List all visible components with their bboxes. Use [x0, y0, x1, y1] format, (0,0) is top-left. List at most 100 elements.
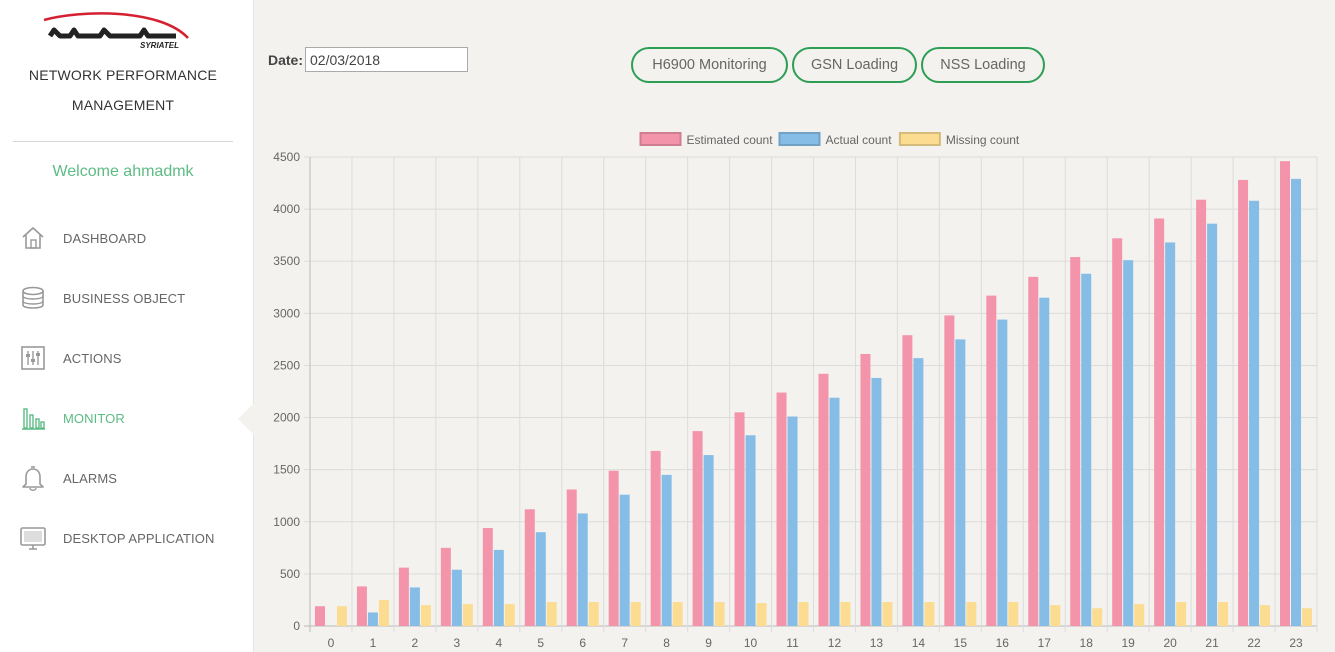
- x-tick-label: 13: [870, 636, 884, 650]
- x-tick-label: 14: [912, 636, 926, 650]
- bar-actual-count: [409, 587, 420, 626]
- legend-label: Estimated count: [687, 133, 774, 147]
- bar-missing-count: [798, 602, 809, 626]
- bar-missing-count: [840, 602, 851, 626]
- bar-missing-count: [1134, 604, 1145, 626]
- bar-actual-count: [997, 319, 1008, 626]
- bar-actual-count: [1039, 297, 1050, 626]
- bar-missing-count: [462, 604, 473, 626]
- bar-actual-count: [1249, 200, 1260, 627]
- sidebar-item-business-object[interactable]: BUSINESS OBJECT: [0, 268, 253, 328]
- bar-actual-count: [871, 377, 882, 626]
- x-tick-label: 4: [495, 636, 502, 650]
- bar-missing-count: [588, 602, 599, 626]
- y-tick-label: 4000: [273, 202, 300, 216]
- bar-estimated-count: [314, 606, 325, 626]
- y-tick-label: 1000: [273, 515, 300, 529]
- sidebar-item-alarms[interactable]: ALARMS: [0, 448, 253, 508]
- x-tick-label: 17: [1038, 636, 1052, 650]
- bar-estimated-count: [482, 528, 493, 626]
- y-tick-label: 1500: [273, 463, 300, 477]
- x-tick-label: 19: [1122, 636, 1136, 650]
- x-tick-label: 16: [996, 636, 1010, 650]
- bar-missing-count: [1176, 602, 1187, 626]
- bar-estimated-count: [1196, 199, 1207, 626]
- bar-missing-count: [672, 602, 683, 626]
- h6900-monitoring-button[interactable]: H6900 Monitoring: [631, 47, 788, 83]
- bar-missing-count: [378, 599, 389, 626]
- sidebar-item-actions[interactable]: ACTIONS: [0, 328, 253, 388]
- bar-actual-count: [745, 435, 756, 626]
- sidebar-item-label: ALARMS: [63, 470, 118, 486]
- bar-actual-count: [1081, 273, 1092, 626]
- sidebar: SYRIATEL NETWORK PERFORMANCE MANAGEMENT …: [0, 0, 254, 652]
- y-tick-label: 2500: [273, 358, 300, 372]
- bar-estimated-count: [356, 586, 367, 626]
- app-title: NETWORK PERFORMANCE MANAGEMENT: [0, 60, 246, 120]
- bar-missing-count: [966, 602, 977, 626]
- x-tick-label: 11: [786, 636, 799, 650]
- bar-estimated-count: [776, 392, 787, 626]
- bell-icon: [19, 464, 47, 492]
- sidebar-item-desktop-application[interactable]: DESKTOP APPLICATION: [0, 508, 253, 568]
- y-tick-label: 3000: [273, 306, 300, 320]
- bar-estimated-count: [818, 373, 829, 626]
- y-tick-label: 0: [293, 619, 300, 633]
- bar-estimated-count: [608, 470, 619, 626]
- x-tick-label: 12: [828, 636, 842, 650]
- bar-estimated-count: [1028, 276, 1039, 626]
- bar-missing-count: [882, 602, 893, 626]
- bar-missing-count: [1260, 605, 1271, 626]
- bar-missing-count: [420, 605, 431, 626]
- legend-swatch: [639, 132, 682, 146]
- gsn-loading-button[interactable]: GSN Loading: [792, 47, 917, 83]
- bar-missing-count: [1302, 608, 1313, 626]
- bar-estimated-count: [1112, 238, 1123, 626]
- bar-estimated-count: [734, 412, 745, 626]
- sidebar-item-monitor[interactable]: MONITOR: [0, 388, 253, 448]
- bar-estimated-count: [692, 431, 703, 626]
- bar-missing-count: [714, 602, 725, 626]
- legend-label: Actual count: [826, 133, 893, 147]
- x-tick-label: 8: [663, 636, 670, 650]
- bar-actual-count: [703, 455, 714, 626]
- bar-actual-count: [1207, 223, 1218, 627]
- bar-actual-count: [1165, 242, 1176, 626]
- bar-estimated-count: [860, 353, 871, 626]
- bar-missing-count: [756, 603, 767, 626]
- syriatel-logo: SYRIATEL: [40, 12, 192, 54]
- legend-swatch: [898, 132, 941, 146]
- nss-loading-button[interactable]: NSS Loading: [921, 47, 1045, 83]
- sidebar-item-dashboard[interactable]: DASHBOARD: [0, 208, 253, 268]
- sidebar-nav: DASHBOARD BUSINESS OBJECT ACTIONS MONITO…: [0, 208, 253, 568]
- bar-missing-count: [546, 602, 557, 626]
- bar-chart-icon: [19, 404, 47, 432]
- x-tick-label: 3: [454, 636, 461, 650]
- x-tick-label: 18: [1080, 636, 1094, 650]
- sidebar-item-label: DESKTOP APPLICATION: [63, 530, 215, 546]
- sidebar-item-label: BUSINESS OBJECT: [63, 290, 186, 306]
- y-tick-label: 2000: [273, 411, 300, 425]
- bar-missing-count: [1092, 608, 1103, 626]
- date-input[interactable]: [305, 47, 468, 72]
- x-tick-label: 23: [1289, 636, 1303, 650]
- bar-actual-count: [829, 397, 840, 626]
- bar-actual-count: [1291, 178, 1302, 626]
- bar-actual-count: [451, 569, 462, 626]
- legend-swatch: [778, 132, 821, 146]
- sidebar-item-label: ACTIONS: [63, 350, 122, 366]
- x-tick-label: 7: [621, 636, 628, 650]
- bar-actual-count: [493, 549, 504, 626]
- bar-actual-count: [787, 416, 798, 626]
- bar-actual-count: [535, 532, 546, 626]
- y-tick-label: 3500: [273, 254, 300, 268]
- x-tick-label: 1: [370, 636, 377, 650]
- bar-estimated-count: [1238, 179, 1249, 626]
- bar-estimated-count: [566, 489, 577, 626]
- x-tick-label: 9: [705, 636, 712, 650]
- x-tick-label: 10: [744, 636, 758, 650]
- x-tick-label: 22: [1247, 636, 1261, 650]
- bar-actual-count: [367, 612, 378, 626]
- legend-label: Missing count: [946, 133, 1020, 147]
